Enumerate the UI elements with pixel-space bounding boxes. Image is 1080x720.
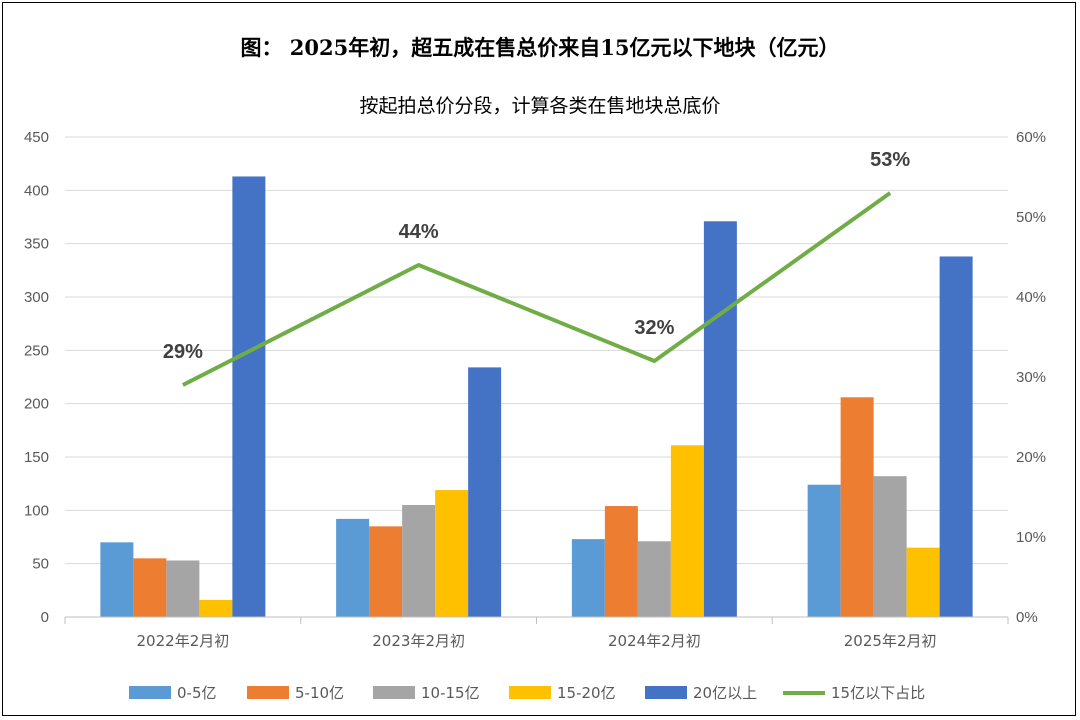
y-left-tick-label: 150 bbox=[24, 449, 49, 466]
legend-swatch bbox=[129, 686, 171, 699]
line-data-label: 53% bbox=[870, 149, 910, 171]
bar bbox=[232, 176, 266, 617]
gridlines bbox=[65, 136, 1008, 618]
y-left-tick-label: 350 bbox=[24, 236, 49, 253]
y-right-tick-label: 50% bbox=[1016, 209, 1046, 226]
bar-series bbox=[100, 176, 973, 617]
chart-subtitle: 按起拍总价分段，计算各类在售地块总底价 bbox=[359, 95, 720, 117]
y-left-tick-label: 400 bbox=[24, 182, 49, 199]
y-left-tick-label: 50 bbox=[32, 556, 49, 573]
legend-label: 15-20亿 bbox=[557, 684, 616, 702]
legend-label: 10-15亿 bbox=[421, 684, 480, 702]
legend-swatch bbox=[509, 686, 551, 699]
bar bbox=[468, 367, 502, 617]
line-15yi-ratio bbox=[181, 191, 892, 387]
bar bbox=[906, 547, 940, 617]
y-left-tick-label: 0 bbox=[41, 609, 49, 626]
line-series: 29% 44% 32% 53% bbox=[163, 149, 910, 387]
y-left-tick-label: 300 bbox=[24, 289, 49, 306]
x-axis: 2022年2月初 2023年2月初 2024年2月初 2025年2月初 bbox=[64, 616, 1009, 650]
y-left-tick-label: 100 bbox=[24, 502, 49, 519]
bar bbox=[133, 558, 167, 617]
bar bbox=[199, 599, 233, 617]
chart-title: 图： 2025年初，超五成在售总价来自15亿元以下地块（亿元） bbox=[241, 35, 840, 60]
bar bbox=[840, 397, 874, 617]
y-right-tick-label: 10% bbox=[1016, 529, 1046, 546]
x-category-label: 2022年2月初 bbox=[137, 632, 230, 650]
y-right-tick-label: 30% bbox=[1016, 369, 1046, 386]
bar bbox=[703, 221, 737, 617]
bar bbox=[873, 476, 907, 617]
y-left-tick-label: 200 bbox=[24, 396, 49, 413]
legend: 0-5亿 5-10亿 10-15亿 15-20亿 20亿以上 15亿以下占比 bbox=[129, 684, 925, 702]
y-right-tick-label: 0% bbox=[1016, 609, 1038, 626]
bar bbox=[807, 484, 841, 617]
x-category-label: 2025年2月初 bbox=[844, 632, 937, 650]
y-right-tick-label: 40% bbox=[1016, 289, 1046, 306]
legend-label: 0-5亿 bbox=[177, 684, 217, 702]
chart-canvas: 图： 2025年初，超五成在售总价来自15亿元以下地块（亿元） 按起拍总价分段，… bbox=[24, 35, 1046, 702]
y-left-tick-label: 450 bbox=[24, 129, 49, 146]
line-data-label: 32% bbox=[634, 317, 674, 339]
bar bbox=[604, 506, 638, 617]
y-axis-left: 0 50 100 150 200 250 300 350 400 450 bbox=[24, 129, 49, 626]
bar bbox=[939, 256, 973, 617]
legend-swatch bbox=[247, 686, 289, 699]
legend-swatch bbox=[645, 686, 687, 699]
y-left-tick-label: 250 bbox=[24, 342, 49, 359]
line-data-label: 44% bbox=[399, 221, 439, 243]
legend-label: 5-10亿 bbox=[295, 684, 344, 702]
bar bbox=[369, 526, 403, 617]
bar bbox=[637, 541, 671, 617]
bar bbox=[435, 490, 469, 617]
bar bbox=[571, 539, 605, 617]
y-right-tick-label: 20% bbox=[1016, 449, 1046, 466]
y-right-tick-label: 60% bbox=[1016, 129, 1046, 146]
bar bbox=[100, 542, 134, 617]
bar bbox=[166, 560, 200, 617]
bar bbox=[336, 518, 370, 617]
y-axis-right: 0% 10% 20% 30% 40% 50% 60% bbox=[1016, 129, 1046, 626]
x-category-label: 2023年2月初 bbox=[372, 632, 465, 650]
bar bbox=[402, 505, 436, 617]
legend-swatch bbox=[373, 686, 415, 699]
legend-label: 20亿以上 bbox=[693, 684, 757, 702]
bar bbox=[670, 445, 704, 617]
x-category-label: 2024年2月初 bbox=[608, 632, 701, 650]
legend-label: 15亿以下占比 bbox=[831, 684, 925, 702]
line-data-label: 29% bbox=[163, 341, 203, 363]
